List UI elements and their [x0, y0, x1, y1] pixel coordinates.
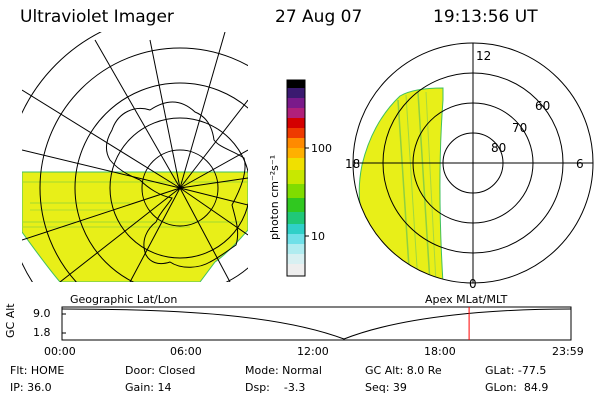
mlt-label-12: 12 — [476, 49, 491, 63]
gc-alt-axis-label: GC Alt — [4, 303, 17, 338]
seq-status: Seq: 39 — [365, 381, 407, 394]
x-tick-1800: 18:00 — [424, 345, 456, 358]
geographic-map — [22, 32, 248, 282]
time-label: 19:13:56 UT — [433, 7, 538, 27]
altitude-timeline — [61, 306, 572, 341]
mlt-label-6: 6 — [576, 157, 584, 171]
instrument-title: Ultraviolet Imager — [20, 7, 174, 27]
colorbar-unit-label: photon cm⁻²s⁻¹ — [268, 155, 281, 240]
gc-alt-curve — [61, 308, 572, 340]
timeline-frame — [61, 306, 572, 341]
x-tick-0000: 00:00 — [44, 345, 76, 358]
gain-status: Gain: 14 — [125, 381, 172, 394]
colorbar-tick-10: 10 — [311, 230, 325, 243]
colorbar-tick-100: 100 — [311, 142, 332, 155]
x-tick-2359: 23:59 — [552, 345, 584, 358]
x-tick-1200: 12:00 — [297, 345, 329, 358]
mlat-label-80: 80 — [491, 141, 506, 155]
glat-status: GLat: -77.5 — [485, 364, 547, 377]
y-tick-9: 9.0 — [33, 307, 51, 320]
gc-alt-status: GC Alt: 8.0 Re — [365, 364, 442, 377]
dsp-status: Dsp: -3.3 — [245, 381, 306, 394]
glon-status: GLon: 84.9 — [485, 381, 549, 394]
geographic-lat-lon-label: Geographic Lat/Lon — [70, 293, 178, 306]
apex-mlat-mlt-label: Apex MLat/MLT — [425, 293, 508, 306]
polar-plot — [352, 42, 594, 284]
mlt-label-0: 0 — [469, 277, 477, 291]
mlat-label-70: 70 — [512, 121, 527, 135]
mlt-label-18: 18 — [345, 157, 360, 171]
colorbar — [286, 79, 309, 277]
filter-status: Flt: HOME — [10, 364, 65, 377]
y-tick-1-8: 1.8 — [33, 326, 51, 339]
mlat-label-60: 60 — [535, 99, 550, 113]
date-label: 27 Aug 07 — [275, 7, 363, 27]
x-tick-0600: 06:00 — [170, 345, 202, 358]
mode-status: Mode: Normal — [245, 364, 322, 377]
ip-status: IP: 36.0 — [10, 381, 52, 394]
door-status: Door: Closed — [125, 364, 196, 377]
